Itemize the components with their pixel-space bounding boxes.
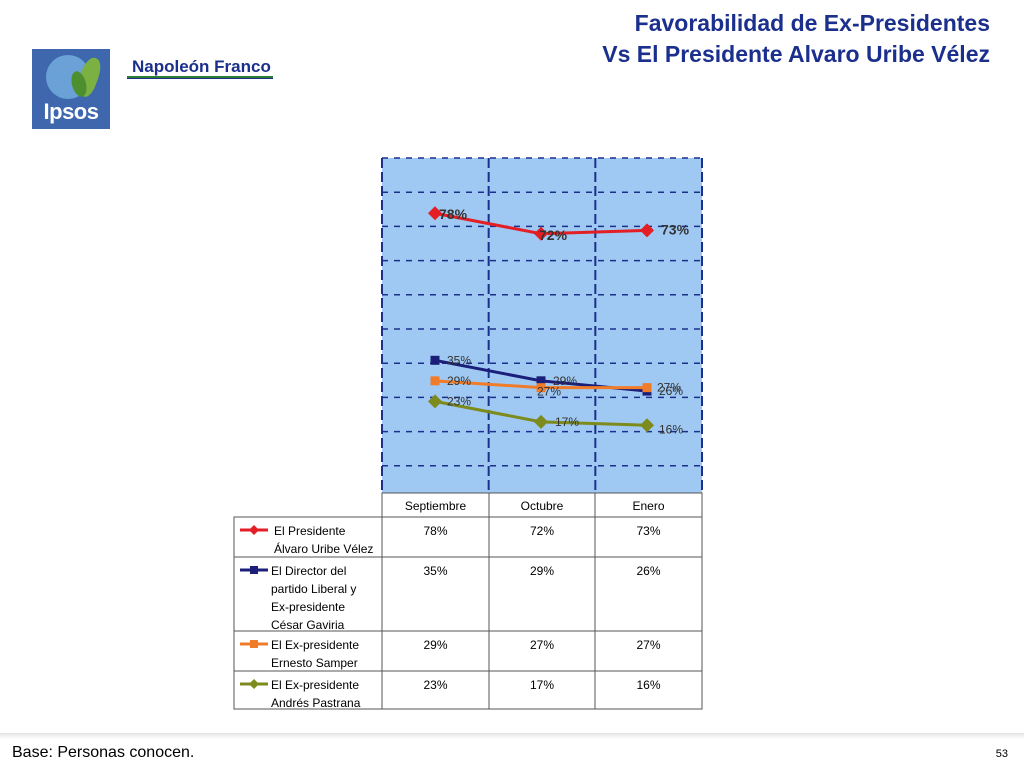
table-cell: 72% [530, 524, 554, 538]
legend-key-marker [249, 525, 259, 535]
table-column-header: Octubre [521, 499, 564, 513]
data-label: 27% [537, 385, 561, 399]
table-row-label: partido Liberal y [271, 582, 356, 596]
table-cell: 16% [636, 678, 660, 692]
data-point [534, 226, 548, 241]
data-label: 16% [659, 422, 683, 436]
data-label: 73% [661, 221, 690, 237]
data-point [640, 223, 654, 238]
table-cell: 23% [423, 678, 447, 692]
table-row-label: Álvaro Uribe Vélez [274, 541, 373, 556]
data-label: 72% [539, 227, 568, 243]
data-label: 23% [447, 394, 471, 408]
title-line-2: Vs El Presidente Alvaro Uribe Vélez [602, 41, 990, 67]
table-cell: 26% [636, 564, 660, 578]
brand-underline [127, 76, 273, 78]
data-label: 26% [659, 384, 683, 398]
table-cell: 27% [530, 638, 554, 652]
data-point [642, 383, 652, 393]
footer-band [0, 733, 1024, 739]
data-point [534, 414, 548, 429]
data-point [428, 206, 442, 221]
legend-key-marker [250, 566, 258, 574]
ipsos-logo: Ipsos [32, 49, 110, 129]
brand-name: Napoleón Franco [132, 57, 271, 76]
table-row-label: El Presidente [274, 524, 346, 538]
data-point [428, 394, 442, 409]
brand-underline-2 [127, 78, 273, 79]
data-label: 29% [553, 374, 577, 388]
table-row-label: El Director del [271, 564, 346, 578]
data-label: 17% [555, 415, 579, 429]
data-label: 27% [657, 381, 681, 395]
table-row-label: El Ex-presidente [271, 638, 359, 652]
data-point [536, 376, 546, 386]
data-point [536, 383, 546, 393]
data-point [430, 376, 440, 386]
table-cell: 17% [530, 678, 554, 692]
data-point [640, 418, 654, 433]
table-cell: 29% [530, 564, 554, 578]
legend-key-marker [250, 640, 258, 648]
logo-text: Ipsos [43, 99, 99, 124]
table-cell: 29% [423, 638, 447, 652]
base-note: Base: Personas conocen. [12, 744, 195, 761]
table-header-row [381, 492, 703, 518]
table-column-header: Enero [632, 499, 664, 513]
title-line-1: Favorabilidad de Ex-Presidentes [634, 10, 990, 36]
table-row-label: Ex-presidente [271, 600, 345, 614]
page-number: 53 [995, 748, 1008, 760]
data-label: 35% [447, 353, 471, 367]
table-cell: 27% [636, 638, 660, 652]
table-cell: 73% [636, 524, 660, 538]
table-row-label: Andrés Pastrana [271, 696, 361, 710]
table-column-header: Septiembre [405, 499, 467, 513]
table-row-label: El Ex-presidente [271, 678, 359, 692]
data-label: 78% [439, 206, 468, 222]
legend-key-marker [249, 679, 259, 689]
table-row-label: César Gaviria [271, 618, 345, 632]
table-cell: 78% [423, 524, 447, 538]
data-label: 29% [447, 374, 471, 388]
plot-area [382, 158, 702, 493]
slide-title: Favorabilidad de Ex-Presidentes Vs El Pr… [602, 8, 990, 70]
table-body [233, 516, 703, 710]
table-row-label: Ernesto Samper [271, 656, 358, 670]
table-cell: 35% [423, 564, 447, 578]
data-point [430, 355, 440, 365]
